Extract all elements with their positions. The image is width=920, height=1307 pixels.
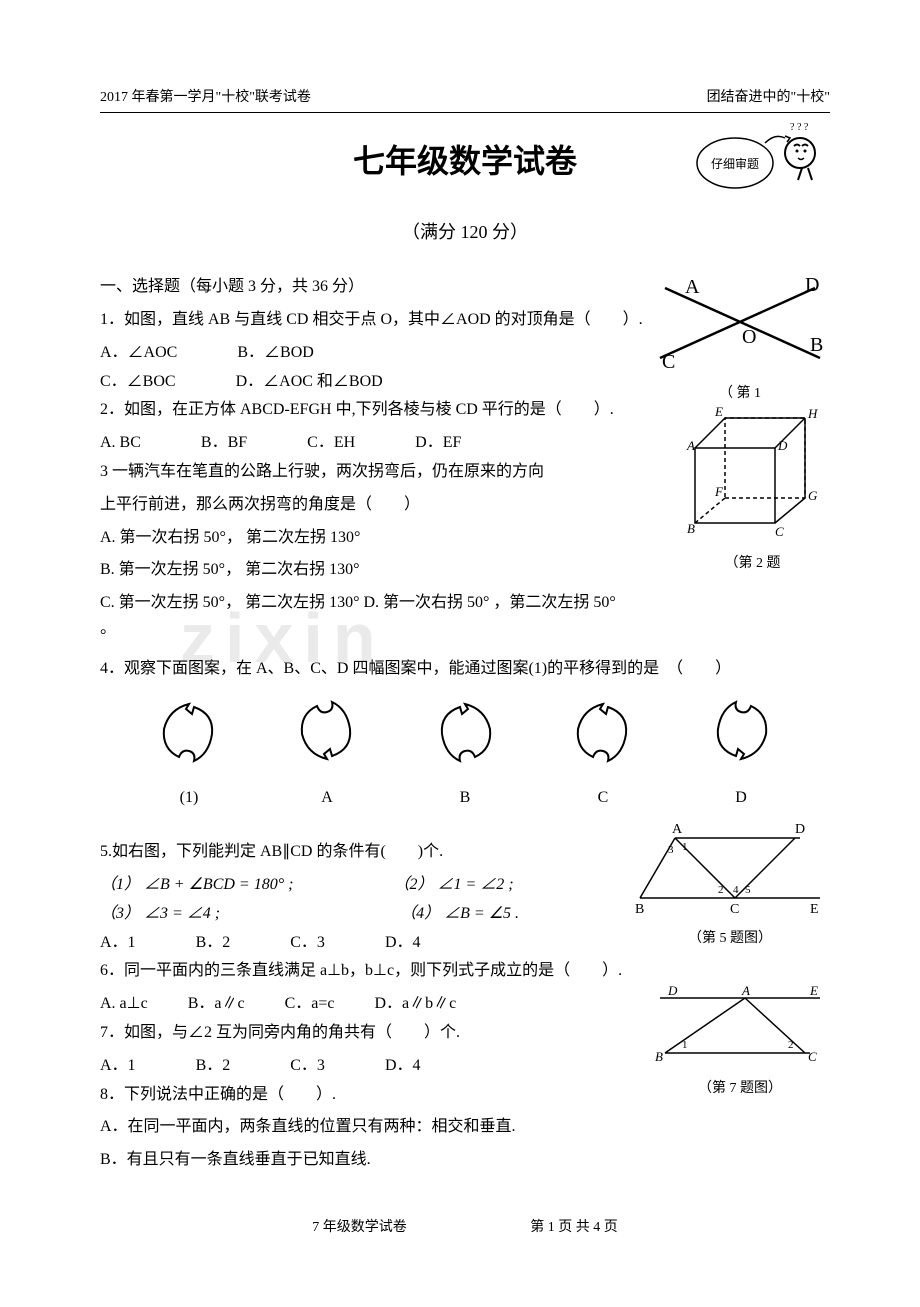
q4-fig-d: D	[706, 699, 776, 814]
q1-option-c: C．∠BOC	[100, 368, 176, 397]
mascot-illustration: 仔细审题 ? ? ?	[690, 118, 830, 209]
q4-figures: (1) A B C D	[100, 699, 830, 814]
q1-option-b: B．∠BOD	[237, 339, 313, 368]
q7-option-c: C．3	[290, 1052, 325, 1081]
svg-text:B: B	[810, 334, 823, 356]
svg-text:C: C	[662, 351, 675, 368]
q5-option-b: B．2	[196, 929, 231, 958]
q4-fig-a: A	[292, 699, 362, 814]
q3-text-line1: 3 一辆汽车在笔直的公路上行驶，两次拐弯后，仍在原来的方向	[100, 458, 830, 487]
q1-option-d: D．∠AOC 和∠BOD	[236, 368, 383, 397]
svg-text:C: C	[730, 902, 739, 913]
q7-option-a: A．1	[100, 1052, 136, 1081]
svg-text:2: 2	[718, 884, 724, 896]
q5-option-d: D．4	[385, 929, 421, 958]
svg-text:B: B	[635, 902, 644, 913]
q8-text: 8．下列说法中正确的是（ ）.	[100, 1081, 830, 1110]
q8-option-b: B．有且只有一条直线垂直于已知直线.	[100, 1146, 830, 1175]
header-left: 2017 年春第一学月"十校"联考试卷	[100, 85, 311, 110]
q5-cond-4: （4） ∠B = ∠5 .	[400, 900, 519, 929]
header-right: 团结奋进中的"十校"	[707, 85, 830, 110]
q5-option-a: A．1	[100, 929, 136, 958]
q5-text: 5.如右图，下列能判定 AB∥CD 的条件有( )个.	[100, 838, 830, 867]
q6-option-a: A. a⊥c	[100, 990, 148, 1019]
q2-option-b: B．BF	[201, 429, 247, 458]
q4-fig-b: B	[430, 699, 500, 814]
main-title: 七年级数学试卷	[353, 133, 577, 191]
q6-option-b: B．a∥c	[188, 990, 245, 1019]
q4-text: 4．观察下面图案，在 A、B、C、D 四幅图案中，能通过图案(1)的平移得到的是…	[100, 655, 830, 684]
svg-text:C: C	[808, 1049, 817, 1063]
q4-label-d: D	[706, 784, 776, 813]
svg-text:? ? ?: ? ? ?	[790, 122, 809, 133]
svg-text:D: D	[795, 822, 805, 837]
q7-option-b: B．2	[196, 1052, 231, 1081]
svg-text:A: A	[672, 822, 683, 837]
footer-left: 7 年级数学试卷	[312, 1220, 407, 1235]
q4-fig-1: (1)	[154, 699, 224, 814]
q3-text-line2: 上平行前进，那么两次拐弯的角度是（ ）	[100, 491, 830, 520]
page-footer: 7 年级数学试卷 第 1 页 共 4 页	[100, 1215, 830, 1240]
subtitle: （满分 120 分）	[100, 216, 830, 248]
q3-option-a: A. 第一次右拐 50°， 第二次左拐 130°	[100, 524, 830, 553]
q2-option-c: C．EH	[307, 429, 355, 458]
q3-option-cd: C. 第一次左拐 50°， 第二次左拐 130° D. 第一次右拐 50° ，第…	[100, 589, 830, 618]
q4-label-c: C	[568, 784, 638, 813]
q5-cond-1: （1） ∠B + ∠BCD = 180° ;	[100, 871, 293, 900]
q4-fig-c: C	[568, 699, 638, 814]
content-area: A D C B O （ 第 1 A D E H B C F G （第 2 题	[100, 273, 830, 1175]
q4-label-b: B	[430, 784, 500, 813]
svg-text:4: 4	[733, 884, 739, 896]
q5-cond-3: （3） ∠3 = ∠4 ;	[100, 900, 220, 929]
figure-q5-caption: （第 5 题图）	[630, 926, 830, 951]
svg-text:B: B	[655, 1049, 663, 1063]
q1-text: 1．如图，直线 AB 与直线 CD 相交于点 O，其中∠AOD 的对顶角是（ ）…	[100, 306, 830, 335]
q4-label-a: A	[292, 784, 362, 813]
q2-option-a: A. BC	[100, 429, 141, 458]
svg-text:D: D	[777, 438, 788, 453]
q1-option-a: A．∠AOC	[100, 339, 177, 368]
q6-text: 6．同一平面内的三条直线满足 a⊥b，b⊥c，则下列式子成立的是（ ）.	[100, 957, 830, 986]
q4-label-1: (1)	[154, 784, 224, 813]
svg-text:A: A	[686, 438, 695, 453]
svg-text:E: E	[810, 902, 819, 913]
title-row: 七年级数学试卷 仔细审题 ? ? ?	[100, 133, 830, 191]
q3-degree-mark: °	[100, 622, 830, 651]
q3-option-b: B. 第一次左拐 50°， 第二次右拐 130°	[100, 556, 830, 585]
svg-text:5: 5	[745, 884, 751, 896]
section-title: 一、选择题（每小题 3 分，共 36 分）	[100, 273, 830, 302]
q6-option-d: D．a∥b∥c	[375, 990, 457, 1019]
q2-text: 2．如图，在正方体 ABCD-EFGH 中,下列各棱与棱 CD 平行的是（ ）.	[100, 396, 830, 425]
q5-option-c: C．3	[290, 929, 325, 958]
q5-cond-2: （2） ∠1 = ∠2 ;	[393, 871, 513, 900]
mascot-text: 仔细审题	[711, 156, 759, 171]
footer-right: 第 1 页 共 4 页	[530, 1220, 618, 1235]
q7-option-d: D．4	[385, 1052, 421, 1081]
q6-option-c: C．a=c	[285, 990, 335, 1019]
q2-option-d: D．EF	[415, 429, 461, 458]
q8-option-a: A．在同一平面内，两条直线的位置只有两种：相交和垂直.	[100, 1113, 830, 1142]
q7-text: 7．如图，与∠2 互为同旁内角的角共有（ ）个.	[100, 1019, 830, 1048]
page-header: 2017 年春第一学月"十校"联考试卷 团结奋进中的"十校"	[100, 85, 830, 113]
